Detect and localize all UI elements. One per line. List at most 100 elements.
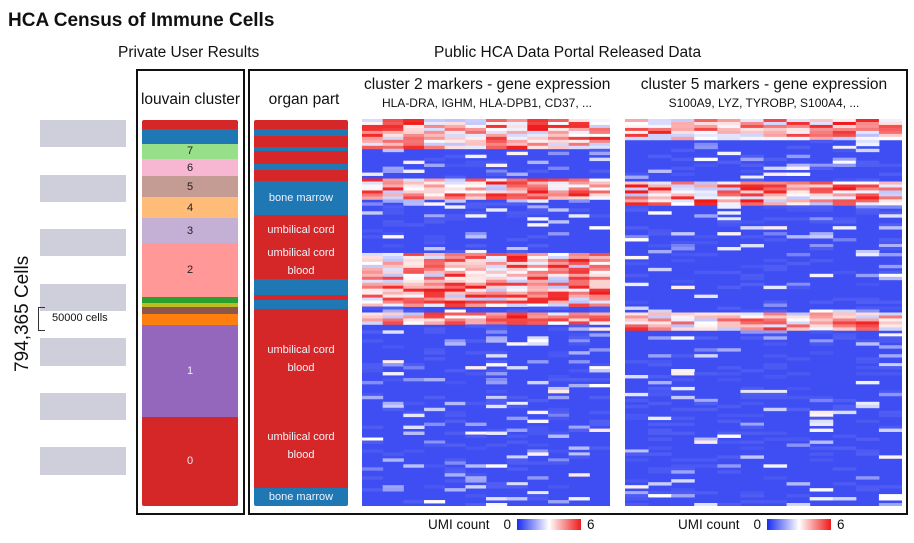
heatmap-cell bbox=[809, 235, 834, 239]
heatmap-cell bbox=[855, 199, 880, 203]
heatmap-cell bbox=[832, 497, 857, 501]
heatmap-cell bbox=[717, 372, 741, 376]
heatmap-cell bbox=[855, 437, 880, 441]
heatmap-cell bbox=[382, 300, 404, 304]
heatmap-cell bbox=[855, 249, 880, 254]
heatmap-cell bbox=[382, 220, 404, 224]
heatmap-cell bbox=[763, 375, 788, 379]
heatmap-cell bbox=[878, 392, 902, 397]
heatmap-cell bbox=[625, 452, 649, 456]
heatmap-cell bbox=[444, 133, 466, 138]
heatmap-cell bbox=[671, 464, 695, 468]
heatmap-cell bbox=[486, 190, 508, 194]
heatmap-cell bbox=[362, 172, 384, 176]
heatmap-cell bbox=[832, 312, 857, 316]
heatmap-cell bbox=[671, 422, 695, 427]
heatmap-cell bbox=[740, 184, 764, 188]
heatmap-cell bbox=[648, 184, 672, 188]
heatmap-cell bbox=[717, 431, 741, 435]
heatmap-cell bbox=[568, 315, 590, 319]
heatmap-cell bbox=[382, 309, 404, 313]
heatmap-cell bbox=[763, 318, 788, 322]
heatmap-cell bbox=[786, 494, 811, 498]
heatmap-cell bbox=[694, 464, 718, 468]
heatmap-cell bbox=[740, 199, 764, 203]
heatmap-cell bbox=[625, 172, 649, 176]
heatmap-cell bbox=[740, 130, 764, 135]
heatmap-cell bbox=[506, 401, 528, 406]
heatmap-cell bbox=[832, 127, 857, 132]
heatmap-cell bbox=[362, 139, 384, 144]
ruler-stripe bbox=[40, 447, 126, 475]
heatmap-cell bbox=[786, 261, 811, 266]
heatmap-cell bbox=[506, 366, 528, 370]
heatmap-cell bbox=[548, 232, 570, 236]
heatmap-cell bbox=[809, 339, 834, 343]
heatmap-cell bbox=[648, 336, 672, 340]
heatmap-cell bbox=[671, 258, 695, 263]
heatmap-cell bbox=[763, 363, 788, 367]
heatmap-cell bbox=[786, 145, 811, 150]
heatmap-cell bbox=[403, 464, 425, 468]
heatmap-cell bbox=[424, 351, 446, 355]
heatmap-cell bbox=[548, 124, 570, 129]
heatmap-cell bbox=[444, 249, 466, 254]
heatmap-cell bbox=[382, 232, 404, 236]
heatmap-cell bbox=[589, 276, 610, 281]
heatmap-cell bbox=[548, 386, 570, 391]
heatmap-cell bbox=[568, 136, 590, 141]
heatmap-cell bbox=[648, 315, 672, 319]
heatmap-cell bbox=[809, 244, 834, 248]
heatmap-cell bbox=[403, 321, 425, 325]
heatmap-cell bbox=[403, 187, 425, 191]
heatmap-cell bbox=[740, 276, 764, 281]
heatmap-cell bbox=[362, 488, 384, 492]
heatmap-cell bbox=[548, 193, 570, 197]
heatmap-cell bbox=[444, 282, 466, 287]
heatmap-cell bbox=[717, 440, 741, 444]
heatmap-cell bbox=[403, 500, 425, 504]
heatmap-cell bbox=[568, 190, 590, 194]
heatmap-cell bbox=[382, 235, 404, 239]
heatmap-cell bbox=[362, 425, 384, 429]
heatmap-cell bbox=[486, 312, 508, 316]
heatmap-cell bbox=[424, 279, 446, 284]
heatmap-cell bbox=[589, 130, 610, 135]
heatmap-cell bbox=[486, 464, 508, 468]
heatmap-cell bbox=[362, 136, 384, 141]
heatmap-cell bbox=[568, 193, 590, 197]
heatmap-cell bbox=[717, 404, 741, 409]
heatmap-cell bbox=[832, 467, 857, 471]
heatmap-cell bbox=[486, 330, 508, 334]
heatmap-cell bbox=[878, 273, 902, 278]
heatmap-cell bbox=[506, 312, 528, 316]
heatmap-cell bbox=[424, 303, 446, 307]
heatmap-cell bbox=[694, 196, 718, 200]
heatmap-cell bbox=[763, 324, 788, 328]
heatmap-cell bbox=[465, 285, 487, 290]
heatmap-cell bbox=[589, 214, 610, 218]
heatmap-cell bbox=[589, 297, 610, 301]
heatmap-cell bbox=[568, 264, 590, 269]
heatmap-cell bbox=[382, 407, 404, 412]
heatmap-cell bbox=[382, 258, 404, 263]
heatmap-cell bbox=[403, 276, 425, 281]
heatmap-cell bbox=[362, 124, 384, 129]
heatmap-cell bbox=[589, 446, 610, 450]
heatmap-cell bbox=[403, 119, 425, 123]
heatmap-cell bbox=[403, 425, 425, 429]
heatmap-cell bbox=[568, 258, 590, 263]
heatmap-cell bbox=[589, 279, 610, 284]
heatmap-cell bbox=[568, 369, 590, 373]
heatmap-cell bbox=[855, 297, 880, 301]
heatmap-cell bbox=[625, 130, 649, 135]
heatmap-cell bbox=[382, 488, 404, 492]
heatmap-cell bbox=[832, 321, 857, 325]
heatmap-cell bbox=[671, 133, 695, 138]
heatmap-cell bbox=[403, 366, 425, 370]
heatmap-cell bbox=[694, 491, 718, 495]
heatmap-cell bbox=[763, 315, 788, 319]
heatmap-cell bbox=[403, 124, 425, 129]
heatmap-cell bbox=[486, 264, 508, 269]
heatmap-cell bbox=[589, 321, 610, 325]
